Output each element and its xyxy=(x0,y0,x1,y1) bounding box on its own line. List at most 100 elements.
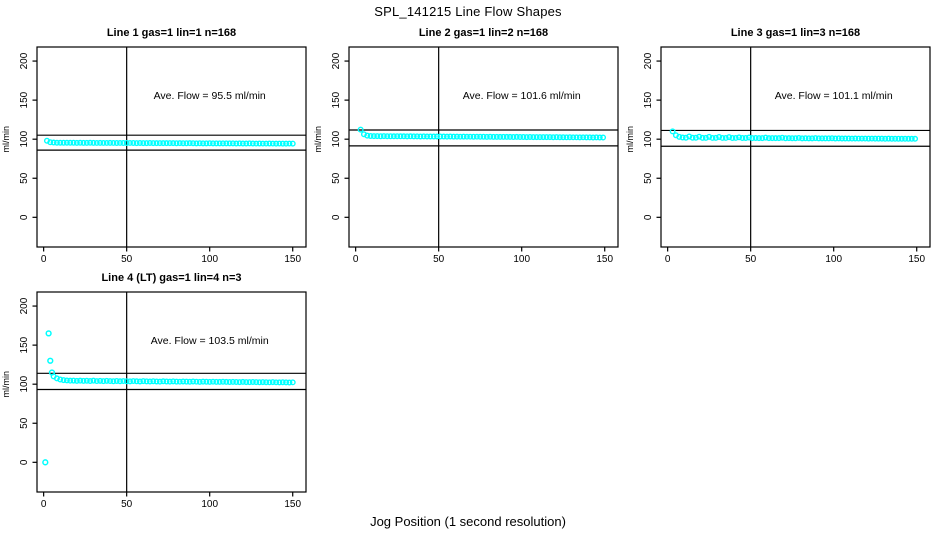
data-point xyxy=(83,377,90,384)
data-point xyxy=(546,134,553,141)
x-tick-label: 0 xyxy=(353,254,359,265)
data-point xyxy=(77,377,84,384)
data-point xyxy=(90,377,97,384)
data-point xyxy=(206,140,213,147)
data-point xyxy=(460,133,467,140)
data-point xyxy=(716,133,723,140)
data-point xyxy=(117,139,124,146)
data-point xyxy=(263,379,270,386)
panel-title: Line 4 (LT) gas=1 lin=4 n=3 xyxy=(101,272,241,284)
plot-box xyxy=(348,46,619,248)
data-point xyxy=(669,128,676,135)
data-point xyxy=(719,134,726,141)
data-point xyxy=(200,140,207,147)
x-tick-label: 50 xyxy=(745,254,757,265)
data-point xyxy=(417,133,424,140)
data-point xyxy=(596,134,603,141)
data-point xyxy=(173,140,180,147)
y-axis-label: ml/min xyxy=(1,371,11,398)
outlier-point xyxy=(47,357,54,364)
y-tick-label: 100 xyxy=(19,375,30,392)
data-point xyxy=(110,139,117,146)
data-point xyxy=(283,379,290,386)
x-tick-label: 150 xyxy=(284,254,301,265)
y-tick-label: 0 xyxy=(331,214,342,220)
data-point xyxy=(503,133,510,140)
x-tick-label: 50 xyxy=(121,254,133,265)
data-point xyxy=(210,140,217,147)
data-point xyxy=(170,140,177,147)
data-point xyxy=(279,379,286,386)
y-tick-label: 100 xyxy=(643,130,654,147)
data-point xyxy=(246,140,253,147)
data-point xyxy=(253,379,260,386)
data-point xyxy=(283,140,290,147)
data-point xyxy=(196,378,203,385)
data-point xyxy=(150,378,157,385)
data-point xyxy=(550,134,557,141)
data-point xyxy=(77,139,84,146)
outlier-point xyxy=(48,369,56,376)
data-point xyxy=(239,378,246,385)
data-point xyxy=(183,140,190,147)
data-point xyxy=(223,378,230,385)
x-axis-label: Jog Position (1 second resolution) xyxy=(370,514,566,529)
data-point xyxy=(822,135,829,142)
data-point xyxy=(183,378,190,385)
data-point xyxy=(384,133,391,140)
data-point xyxy=(180,378,187,385)
data-point xyxy=(130,140,137,147)
data-point xyxy=(769,135,776,142)
data-point xyxy=(213,378,220,385)
data-point xyxy=(908,135,915,142)
data-point xyxy=(153,140,160,147)
data-point xyxy=(553,134,560,141)
plot-box xyxy=(660,46,931,248)
data-point xyxy=(166,378,173,385)
data-point xyxy=(487,133,494,140)
data-point xyxy=(190,378,197,385)
y-axis-label: ml/min xyxy=(313,126,323,153)
data-point xyxy=(772,135,779,142)
y-tick-label: 100 xyxy=(19,130,30,147)
data-point xyxy=(126,139,133,146)
outlier-point xyxy=(45,330,52,337)
data-point xyxy=(430,133,437,140)
plot-line-3: Line 3 gas=1 lin=3 n=168 0 50 100 150 0 50 100 1… xyxy=(625,27,931,265)
data-point xyxy=(832,135,839,142)
data-point xyxy=(219,378,226,385)
data-point xyxy=(273,379,280,386)
plot-box xyxy=(36,46,307,248)
data-point xyxy=(799,135,806,142)
data-point xyxy=(483,133,490,140)
data-point xyxy=(156,378,163,385)
data-point xyxy=(87,139,94,146)
data-point xyxy=(447,133,454,140)
data-point xyxy=(87,377,94,384)
data-point xyxy=(848,135,855,142)
data-point xyxy=(414,133,421,140)
data-point xyxy=(246,379,253,386)
data-point xyxy=(279,140,286,147)
y-tick-label: 50 xyxy=(19,417,30,429)
data-point xyxy=(193,378,200,385)
data-point xyxy=(93,378,100,385)
data-point xyxy=(782,135,789,142)
data-point xyxy=(540,134,547,141)
data-point xyxy=(875,135,882,142)
data-point xyxy=(882,135,889,142)
data-point xyxy=(186,378,193,385)
panel-title: Line 3 gas=1 lin=3 n=168 xyxy=(731,27,860,39)
data-point xyxy=(888,135,895,142)
data-point xyxy=(146,140,153,147)
panel-title: Line 2 gas=1 lin=2 n=168 xyxy=(419,27,548,39)
data-point xyxy=(526,133,533,140)
data-point xyxy=(765,135,772,142)
empty-cell xyxy=(312,267,624,512)
data-point xyxy=(256,140,263,147)
data-point xyxy=(140,378,147,385)
data-point xyxy=(842,135,849,142)
data-point xyxy=(160,378,167,385)
data-point xyxy=(63,139,70,146)
